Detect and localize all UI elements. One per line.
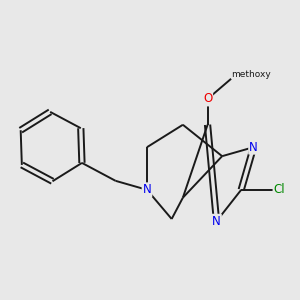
Text: N: N [142,183,152,196]
Text: N: N [212,215,221,228]
Text: N: N [249,141,258,154]
Text: Cl: Cl [274,183,285,196]
Text: methoxy: methoxy [231,70,271,79]
Text: O: O [203,92,212,106]
